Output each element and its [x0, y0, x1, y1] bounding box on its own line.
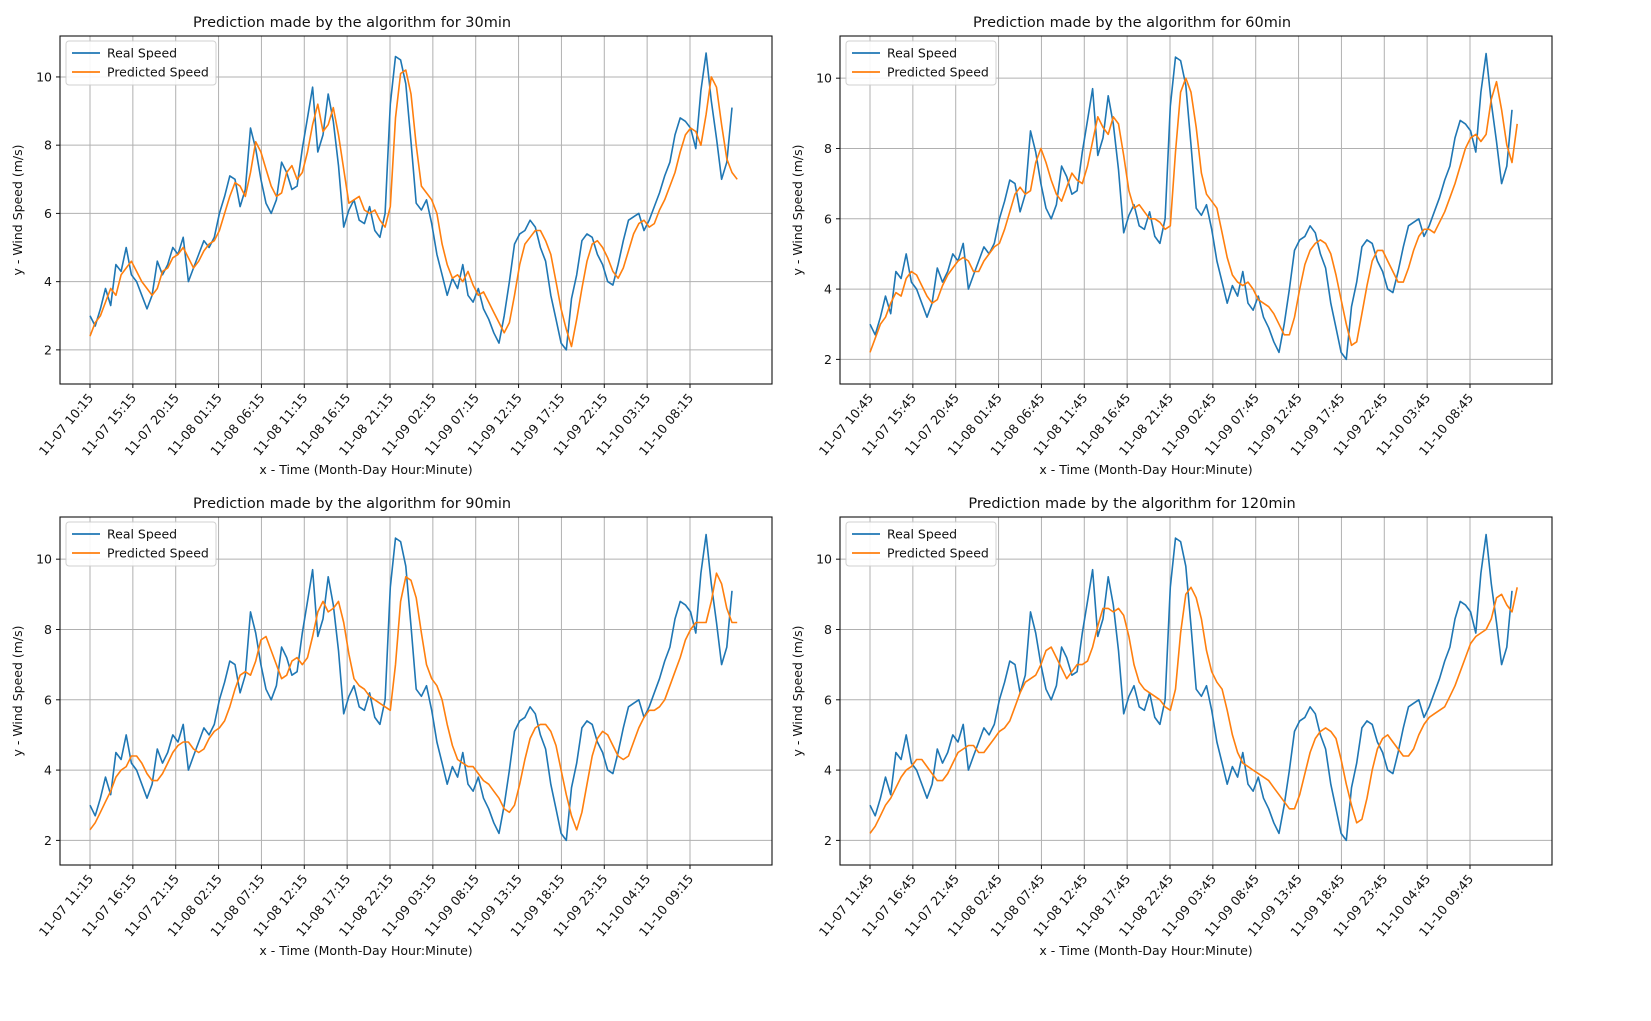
y-tick-label: 10 — [816, 71, 832, 86]
x-axis-label: x - Time (Month-Day Hour:Minute) — [259, 943, 472, 958]
legend-label: Predicted Speed — [887, 65, 989, 80]
legend-box — [845, 40, 997, 86]
plot-frame — [839, 516, 1553, 866]
legend: Real Speed Predicted Speed — [65, 40, 217, 86]
chart-title: Prediction made by the algorithm for 90m… — [193, 496, 511, 512]
y-axis-label: y - Wind Speed (m/s) — [10, 144, 25, 275]
y-tick-label: 4 — [44, 274, 52, 289]
y-axis-label: y - Wind Speed (m/s) — [790, 625, 805, 756]
series-line-predicted-speed — [89, 572, 738, 831]
legend-label: Real Speed — [887, 46, 957, 61]
legend: Real Speed Predicted Speed — [845, 40, 997, 86]
plot-frame — [59, 516, 773, 866]
series-line-real-speed — [89, 533, 733, 842]
legend-label: Real Speed — [107, 527, 177, 542]
grid — [60, 36, 772, 384]
y-tick-label: 10 — [36, 552, 52, 567]
series-line-predicted-speed — [869, 77, 1518, 353]
y-tick-label: 8 — [824, 141, 832, 156]
chart-90min: Prediction made by the algorithm for 90m… — [0, 481, 790, 962]
series-line-real-speed — [869, 52, 1513, 361]
series-line-real-speed — [869, 533, 1513, 842]
y-tick-label: 10 — [816, 552, 832, 567]
chart-svg: Prediction made by the algorithm for 30m… — [10, 15, 773, 477]
x-axis-label: x - Time (Month-Day Hour:Minute) — [1039, 943, 1252, 958]
y-axis-label: y - Wind Speed (m/s) — [790, 144, 805, 275]
legend: Real Speed Predicted Speed — [845, 521, 997, 567]
y-tick-label: 2 — [824, 833, 832, 848]
y-tick-label: 2 — [824, 352, 832, 367]
series-line-predicted-speed — [869, 586, 1518, 834]
y-tick-label: 2 — [44, 342, 52, 357]
chart-30min: Prediction made by the algorithm for 30m… — [0, 0, 790, 481]
grid — [60, 517, 772, 865]
y-tick-label: 6 — [824, 692, 832, 707]
y-tick-label: 8 — [44, 622, 52, 637]
series-line-real-speed — [89, 52, 733, 351]
y-tick-label: 8 — [824, 622, 832, 637]
chart-title: Prediction made by the algorithm for 120… — [968, 496, 1295, 512]
chart-svg: Prediction made by the algorithm for 90m… — [10, 496, 773, 958]
y-tick-label: 6 — [44, 692, 52, 707]
legend: Real Speed Predicted Speed — [65, 521, 217, 567]
y-tick-label: 2 — [44, 833, 52, 848]
plot-frame — [839, 35, 1553, 385]
legend-label: Predicted Speed — [107, 65, 209, 80]
y-tick-label: 4 — [44, 763, 52, 778]
grid — [840, 517, 1552, 865]
legend-box — [65, 40, 217, 86]
y-tick-label: 8 — [44, 138, 52, 153]
chart-120min: Prediction made by the algorithm for 120… — [780, 481, 1570, 962]
chart-title: Prediction made by the algorithm for 30m… — [193, 15, 511, 31]
plot-frame — [59, 35, 773, 385]
legend-box — [845, 521, 997, 567]
chart-svg: Prediction made by the algorithm for 60m… — [790, 15, 1553, 477]
y-tick-label: 6 — [44, 206, 52, 221]
legend-label: Predicted Speed — [887, 546, 989, 561]
chart-title: Prediction made by the algorithm for 60m… — [973, 15, 1291, 31]
y-tick-label: 4 — [824, 763, 832, 778]
x-axis-label: x - Time (Month-Day Hour:Minute) — [259, 462, 472, 477]
legend-box — [65, 521, 217, 567]
legend-label: Real Speed — [107, 46, 177, 61]
y-tick-label: 10 — [36, 69, 52, 84]
x-axis-label: x - Time (Month-Day Hour:Minute) — [1039, 462, 1252, 477]
chart-svg: Prediction made by the algorithm for 120… — [790, 496, 1553, 958]
chart-60min: Prediction made by the algorithm for 60m… — [780, 0, 1570, 481]
legend-label: Real Speed — [887, 527, 957, 542]
y-tick-label: 4 — [824, 282, 832, 297]
y-axis-label: y - Wind Speed (m/s) — [10, 625, 25, 756]
series-line-predicted-speed — [89, 69, 738, 348]
legend-label: Predicted Speed — [107, 546, 209, 561]
y-tick-label: 6 — [824, 211, 832, 226]
